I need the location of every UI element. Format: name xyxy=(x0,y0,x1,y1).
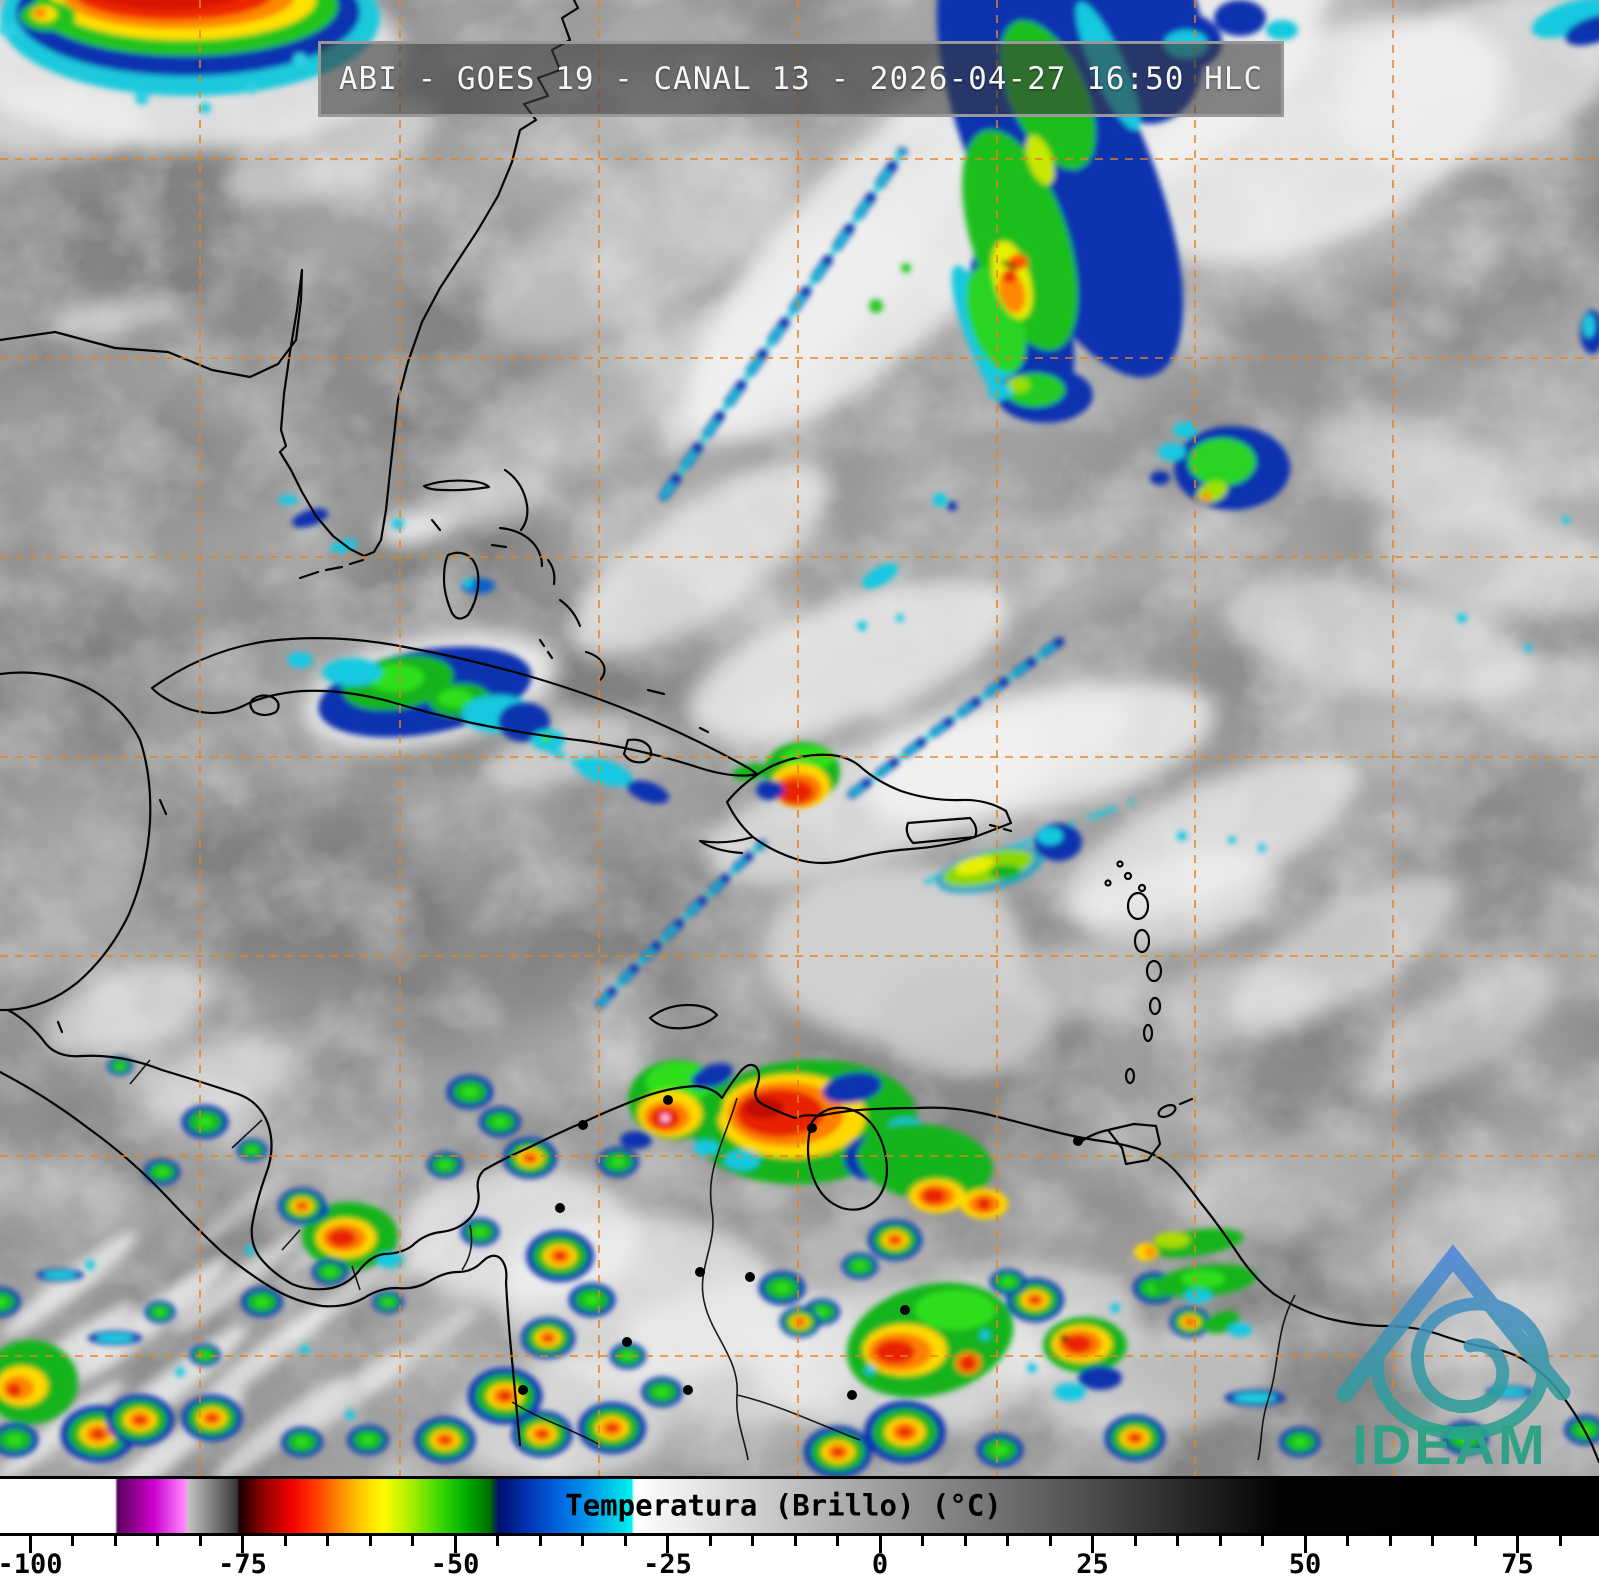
colorbar-tick xyxy=(71,1536,74,1546)
colorbar-tick xyxy=(1006,1536,1009,1546)
colorbar-tick xyxy=(241,1536,244,1553)
colorbar-tick xyxy=(1303,1536,1307,1553)
colorbar-tick-label: 50 xyxy=(1288,1549,1322,1577)
colorbar-tick xyxy=(1133,1536,1137,1546)
colorbar-tick xyxy=(921,1536,924,1546)
country-borders xyxy=(129,1059,1296,1461)
colorbar-tick xyxy=(666,1536,669,1553)
colorbar-tick xyxy=(1346,1536,1349,1546)
title-bar: ABI - GOES 19 - CANAL 13 - 2026-04-27 16… xyxy=(318,41,1284,117)
ideam-logo-icon xyxy=(1336,1244,1571,1440)
colorbar-tick xyxy=(963,1536,967,1546)
colorbar-tick xyxy=(453,1536,457,1553)
satellite-image xyxy=(0,0,1599,1477)
colorbar-tick-label: -50 xyxy=(430,1549,480,1577)
colorbar-tick xyxy=(1431,1536,1434,1546)
colorbar-tick-label: -100 xyxy=(0,1549,63,1577)
colorbar-tick xyxy=(198,1536,202,1546)
colorbar-tick xyxy=(1218,1536,1222,1546)
colorbar-tick xyxy=(878,1536,882,1553)
colorbar-tick xyxy=(411,1536,414,1546)
colorbar-tick xyxy=(538,1536,542,1546)
colorbar-tick xyxy=(326,1536,329,1546)
colorbar-tick xyxy=(368,1536,372,1546)
city-markers xyxy=(518,1095,1083,1400)
colorbar-tick-label: -75 xyxy=(218,1549,267,1577)
ideam-wordmark: IDEAM xyxy=(1352,1413,1548,1476)
colorbar-tick xyxy=(623,1536,627,1546)
colorbar-tick xyxy=(283,1536,287,1546)
colorbar-axis: -100 -75 -50 -25 0 25 50 75 xyxy=(0,1536,1599,1577)
colorbar-tick xyxy=(751,1536,754,1546)
title-text: ABI - GOES 19 - CANAL 13 - 2026-04-27 16… xyxy=(338,61,1264,97)
colorbar-tick xyxy=(496,1536,499,1546)
colorbar-tick xyxy=(1473,1536,1477,1546)
temperature-colorbar: Temperatura (Brillo) (°C) -100 -75 -50 -25 0… xyxy=(0,1476,1599,1577)
colorbar-tick xyxy=(1176,1536,1179,1546)
colorbar-tick-label: -25 xyxy=(643,1549,692,1577)
colorbar-tick xyxy=(836,1536,839,1546)
colorbar-tick xyxy=(793,1536,797,1546)
colorbar-tick xyxy=(1388,1536,1392,1546)
colorbar-tick-label: 75 xyxy=(1501,1549,1534,1577)
colorbar-tick xyxy=(1091,1536,1094,1553)
low-cloud-pale-region xyxy=(765,862,1160,1075)
colorbar-label: Temperatura (Brillo) (°C) xyxy=(565,1488,1002,1523)
colorbar-tick xyxy=(28,1536,32,1553)
colorbar-gradient: Temperatura (Brillo) (°C) xyxy=(0,1476,1599,1536)
colorbar-tick xyxy=(156,1536,159,1546)
colorbar-tick xyxy=(1558,1536,1562,1546)
colorbar-tick xyxy=(113,1536,117,1546)
colorbar-tick xyxy=(1048,1536,1052,1546)
colorbar-tick-label: 0 xyxy=(871,1549,889,1577)
colorbar-tick xyxy=(581,1536,584,1546)
colorbar-tick xyxy=(1516,1536,1519,1553)
colorbar-tick-label: 25 xyxy=(1076,1549,1109,1577)
colorbar-tick xyxy=(708,1536,712,1546)
latlon-grid xyxy=(0,0,1599,1477)
colorbar-tick xyxy=(1261,1536,1264,1546)
